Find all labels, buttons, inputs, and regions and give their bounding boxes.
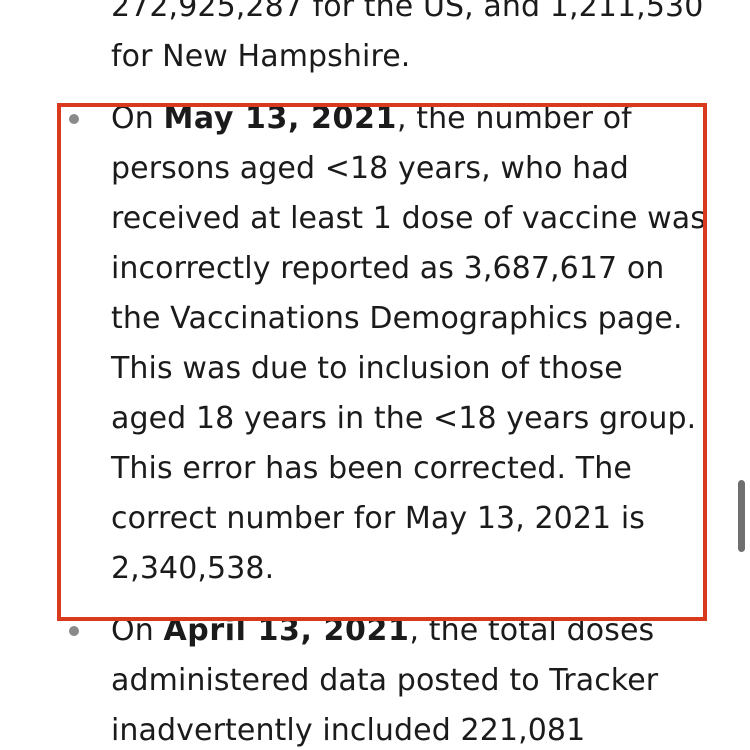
text-line: incorrectly reported as 3,687,617 on	[111, 251, 665, 286]
bullet-icon	[69, 626, 79, 636]
text-line: correct number for May 13, 2021 is	[111, 501, 646, 536]
list-item-may-13-correction: On May 13, 2021, the number of persons a…	[0, 94, 750, 594]
text-line: the Vaccinations Demographics page.	[111, 301, 683, 336]
text-line: On May 13, 2021, the number of	[111, 94, 710, 144]
list-item-april-13: On April 13, 2021, the total doses admin…	[0, 606, 750, 750]
text-line: 272,925,287 for the US, and 1,211,530	[111, 0, 704, 24]
list-item-previous: 272,925,287 for the US, and 1,211,530 fo…	[0, 0, 750, 82]
text-line: 2,340,538.	[111, 551, 275, 586]
text-line: On April 13, 2021, the total doses	[111, 606, 710, 656]
text-suffix: , the total doses	[409, 613, 655, 648]
text-line: aged 18 years in the <18 years group.	[111, 401, 697, 436]
text-suffix: , the number of	[396, 101, 632, 136]
text-prefix: On	[111, 613, 164, 648]
scrollbar-thumb[interactable]	[738, 480, 745, 552]
text-line: administered data posted to Tracker	[111, 663, 659, 698]
bullet-icon	[69, 114, 79, 124]
text-line: inadvertently included 221,081	[111, 713, 586, 748]
text-prefix: On	[111, 101, 164, 136]
text-line: for New Hampshire.	[111, 39, 411, 74]
text-line: received at least 1 dose of vaccine was	[111, 201, 707, 236]
date-highlight: May 13, 2021	[163, 101, 397, 136]
text-line: This was due to inclusion of those	[111, 351, 623, 386]
text-line: persons aged <18 years, who had	[111, 151, 629, 186]
date-highlight: April 13, 2021	[163, 613, 410, 648]
text-line: This error has been corrected. The	[111, 451, 632, 486]
